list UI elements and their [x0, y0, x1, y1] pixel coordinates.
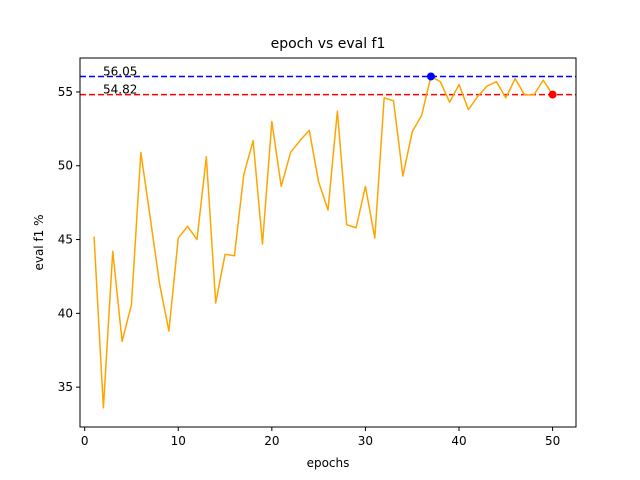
reference-line-label: 56.05: [103, 64, 137, 78]
y-tick-label: 50: [58, 159, 73, 173]
axes-frame: [79, 57, 577, 428]
plot-area: 56.05 54.82: [80, 64, 576, 409]
x-tick-label: 50: [545, 434, 560, 448]
highlight-point: [426, 72, 435, 81]
y-axis-label: eval f1 %: [32, 214, 46, 270]
x-tick-label: 40: [451, 434, 466, 448]
y-tick-label: 40: [58, 306, 73, 320]
chart-title: epoch vs eval f1: [271, 36, 386, 52]
highlight-point: [548, 90, 557, 99]
series-line: [93, 75, 554, 409]
reference-line-label: 54.82: [103, 83, 137, 97]
x-axis-label: epochs: [307, 456, 350, 470]
x-tick-label: 10: [171, 434, 186, 448]
y-tick-label: 45: [58, 233, 73, 247]
y-tick-label: 55: [58, 85, 73, 99]
y-tick-label: 35: [58, 380, 73, 394]
x-tick-label: 20: [264, 434, 279, 448]
x-tick-label: 30: [358, 434, 373, 448]
x-tick-label: 0: [81, 434, 89, 448]
